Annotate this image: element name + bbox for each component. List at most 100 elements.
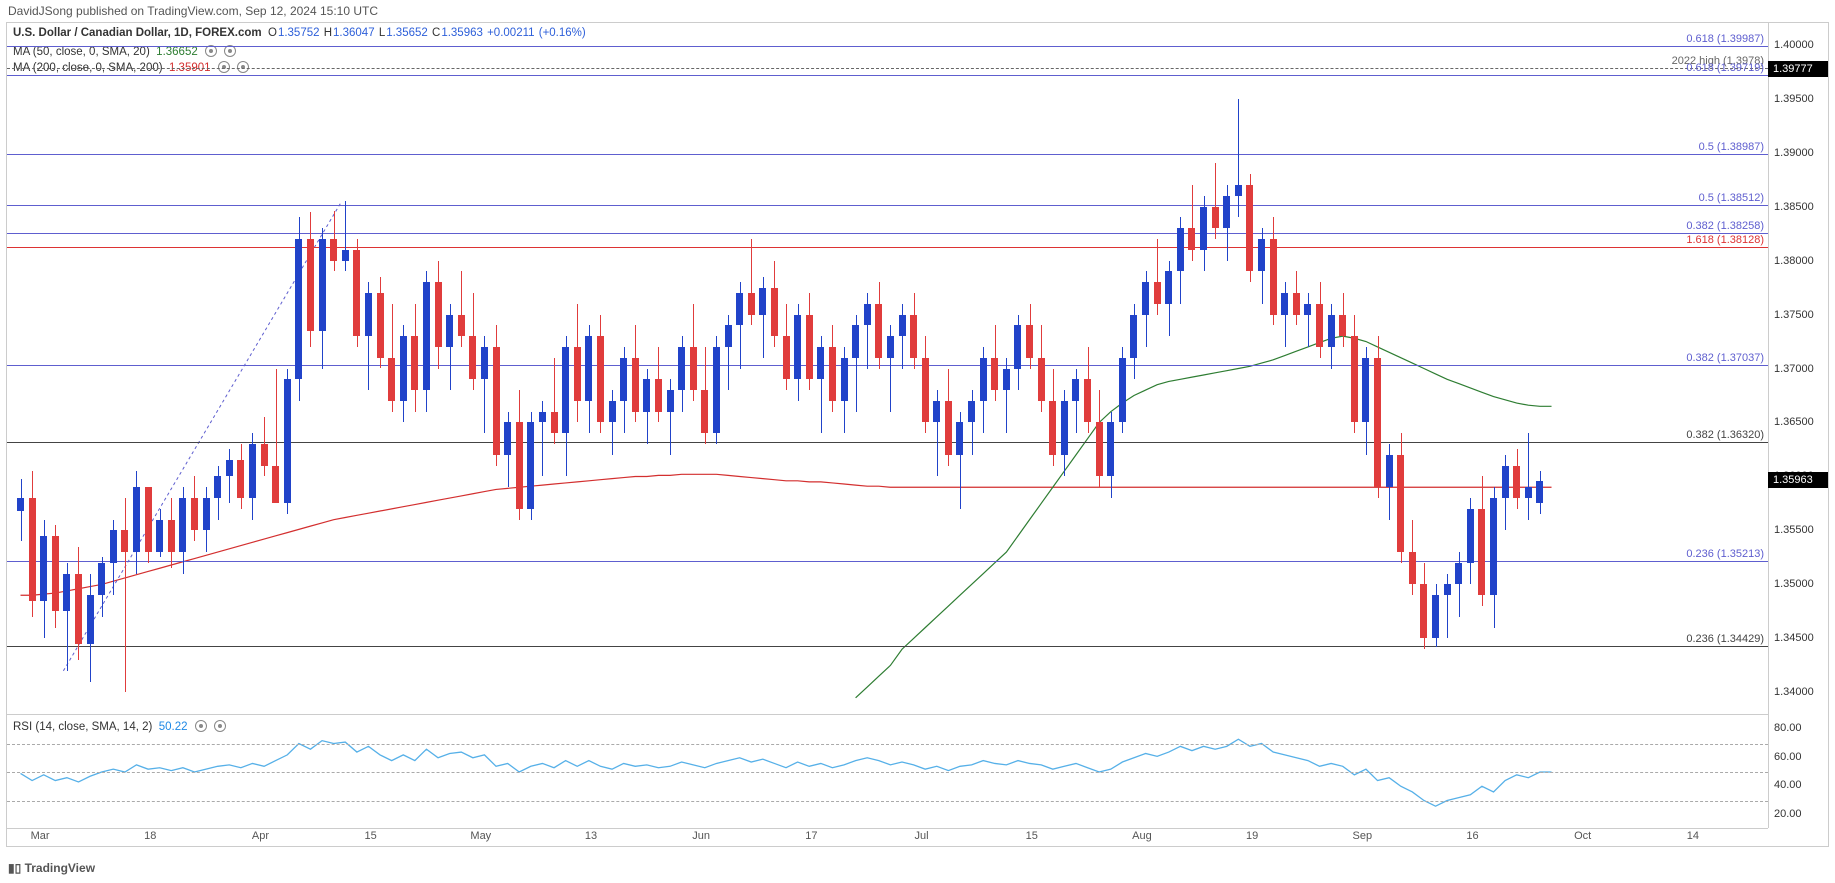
candle-body[interactable]	[725, 325, 732, 347]
candle-body[interactable]	[1026, 325, 1033, 357]
candle-body[interactable]	[1154, 282, 1161, 304]
candle-body[interactable]	[493, 347, 500, 455]
candle-body[interactable]	[1177, 228, 1184, 271]
candle-body[interactable]	[1072, 379, 1079, 401]
candle-body[interactable]	[1374, 358, 1381, 488]
candle-body[interactable]	[1525, 487, 1532, 498]
candle-body[interactable]	[423, 282, 430, 390]
candle-body[interactable]	[330, 239, 337, 261]
candle-body[interactable]	[121, 530, 128, 552]
candle-body[interactable]	[1270, 239, 1277, 315]
candle-body[interactable]	[388, 358, 395, 401]
candle-body[interactable]	[29, 498, 36, 601]
candle-body[interactable]	[1409, 552, 1416, 584]
candle-body[interactable]	[1281, 293, 1288, 315]
candle-body[interactable]	[643, 379, 650, 411]
candle-body[interactable]	[400, 336, 407, 401]
candle-body[interactable]	[365, 293, 372, 336]
candle-body[interactable]	[991, 358, 998, 390]
candle-body[interactable]	[1096, 422, 1103, 476]
candle-body[interactable]	[1188, 228, 1195, 250]
candle-body[interactable]	[527, 422, 534, 508]
candle-body[interactable]	[458, 315, 465, 337]
candle-body[interactable]	[875, 304, 882, 358]
candle-body[interactable]	[783, 336, 790, 379]
horizontal-line[interactable]	[7, 247, 1768, 248]
candle-body[interactable]	[1304, 304, 1311, 315]
candle-body[interactable]	[701, 390, 708, 433]
candle-body[interactable]	[1316, 304, 1323, 347]
candle-body[interactable]	[899, 315, 906, 337]
candle-body[interactable]	[794, 315, 801, 380]
candle-body[interactable]	[481, 347, 488, 379]
candle-body[interactable]	[377, 293, 384, 358]
candle-body[interactable]	[1165, 271, 1172, 303]
candle-body[interactable]	[319, 239, 326, 331]
candle-body[interactable]	[17, 498, 24, 511]
candle-body[interactable]	[1038, 358, 1045, 401]
candle-body[interactable]	[1455, 563, 1462, 585]
candle-body[interactable]	[956, 422, 963, 454]
candle-body[interactable]	[469, 336, 476, 379]
horizontal-line[interactable]	[7, 68, 1768, 69]
candle-body[interactable]	[237, 460, 244, 498]
candle-body[interactable]	[261, 444, 268, 466]
visibility-icon[interactable]	[195, 720, 207, 732]
candle-body[interactable]	[214, 476, 221, 498]
horizontal-line[interactable]	[7, 442, 1768, 443]
candle-body[interactable]	[295, 239, 302, 379]
candle-body[interactable]	[713, 347, 720, 433]
candle-body[interactable]	[1049, 401, 1056, 455]
visibility-icon[interactable]	[237, 61, 249, 73]
candle-body[interactable]	[620, 358, 627, 401]
candle-body[interactable]	[1397, 455, 1404, 552]
candle-body[interactable]	[597, 336, 604, 422]
candle-body[interactable]	[203, 498, 210, 530]
candle-body[interactable]	[1502, 466, 1509, 498]
candle-body[interactable]	[145, 487, 152, 552]
candle-body[interactable]	[40, 536, 47, 601]
candle-body[interactable]	[748, 293, 755, 315]
candle-body[interactable]	[551, 412, 558, 434]
candle-body[interactable]	[632, 358, 639, 412]
candle-body[interactable]	[585, 336, 592, 401]
candle-body[interactable]	[1223, 196, 1230, 228]
candle-body[interactable]	[1003, 369, 1010, 391]
horizontal-line[interactable]	[7, 46, 1768, 47]
candle-body[interactable]	[284, 379, 291, 503]
candle-body[interactable]	[52, 536, 59, 612]
x-axis[interactable]: Mar18Apr15May13Jun17Jul15Aug19Sep16Oct14	[7, 828, 1768, 846]
candle-body[interactable]	[690, 347, 697, 390]
candle-body[interactable]	[829, 347, 836, 401]
candle-body[interactable]	[1212, 207, 1219, 229]
candle-body[interactable]	[504, 422, 511, 454]
candle-body[interactable]	[841, 358, 848, 401]
candle-body[interactable]	[1513, 466, 1520, 498]
candle-body[interactable]	[1444, 584, 1451, 595]
candle-body[interactable]	[63, 574, 70, 612]
candle-body[interactable]	[1084, 379, 1091, 422]
candle-body[interactable]	[678, 347, 685, 390]
candle-body[interactable]	[1536, 481, 1543, 504]
candle-body[interactable]	[446, 315, 453, 347]
candle-body[interactable]	[1386, 455, 1393, 487]
candle-body[interactable]	[852, 325, 859, 357]
candle-body[interactable]	[1478, 509, 1485, 595]
candle-body[interactable]	[562, 347, 569, 433]
candle-body[interactable]	[133, 487, 140, 552]
candle-body[interactable]	[1328, 315, 1335, 347]
candle-body[interactable]	[759, 288, 766, 315]
candle-body[interactable]	[539, 412, 546, 423]
candle-body[interactable]	[1467, 509, 1474, 563]
candle-body[interactable]	[1490, 498, 1497, 595]
candle-body[interactable]	[1246, 185, 1253, 271]
horizontal-line[interactable]	[7, 75, 1768, 76]
candle-body[interactable]	[353, 250, 360, 336]
candle-body[interactable]	[249, 444, 256, 498]
horizontal-line[interactable]	[7, 561, 1768, 562]
candle-body[interactable]	[922, 358, 929, 423]
candle-body[interactable]	[864, 304, 871, 326]
horizontal-line[interactable]	[7, 233, 1768, 234]
candle-body[interactable]	[435, 282, 442, 347]
candle-body[interactable]	[1061, 401, 1068, 455]
